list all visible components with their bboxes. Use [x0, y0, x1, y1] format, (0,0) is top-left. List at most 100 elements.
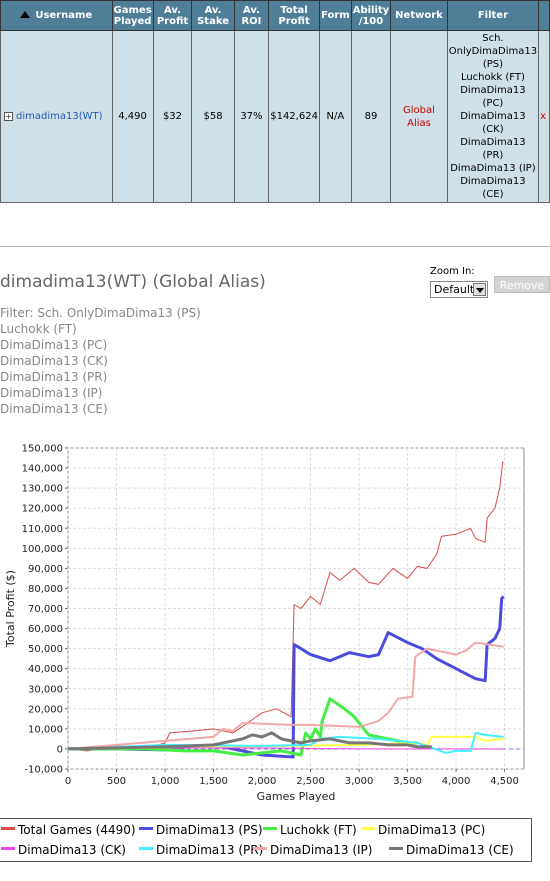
- filter-line: DimaDima13 (PR): [0, 370, 108, 384]
- stats-table: Username Games Played Av. Profit Av. Sta…: [0, 0, 550, 203]
- filter-cell-line: (CE): [482, 189, 504, 200]
- filter-cell-line: (CK): [482, 124, 504, 135]
- y-tick-label: 20,000: [28, 704, 63, 715]
- y-tick-label: 140,000: [22, 464, 63, 475]
- header-av-stake[interactable]: Av. Stake: [191, 0, 235, 31]
- av-roi-cell: 37%: [233, 30, 270, 203]
- zoom-select-value: Default: [434, 283, 475, 296]
- series-line: [67, 731, 432, 751]
- header-blank: [538, 0, 550, 31]
- legend-swatch: [263, 827, 277, 830]
- legend-swatch: [139, 827, 153, 830]
- filter-line: DimaDima13 (CK): [0, 354, 108, 368]
- filter-cell-line: DimaDima13: [460, 111, 526, 122]
- series-line: [67, 461, 504, 752]
- legend-label: DimaDima13 (PR): [156, 843, 264, 857]
- legend-item: Luchokk (FT): [263, 823, 357, 837]
- x-tick-label: 1,000: [151, 776, 180, 787]
- y-tick-label: 120,000: [22, 504, 63, 515]
- legend-item: DimaDima13 (PC): [361, 823, 485, 837]
- filter-cell-line: OnlyDimaDima13: [448, 46, 538, 57]
- series-line: [68, 697, 418, 757]
- y-tick-label: 80,000: [28, 584, 63, 595]
- legend-item: DimaDima13 (PS): [139, 823, 263, 837]
- filter-cell-line: Sch.: [482, 33, 504, 44]
- y-tick-label: 10,000: [28, 724, 63, 735]
- series-line: [67, 641, 504, 750]
- y-tick-label: 90,000: [28, 564, 63, 575]
- header-network[interactable]: Network: [390, 0, 448, 31]
- legend-swatch: [361, 827, 375, 830]
- legend-swatch: [139, 847, 153, 850]
- form-cell: N/A: [319, 30, 352, 203]
- x-tick-label: 2,500: [296, 776, 325, 787]
- filter-cell-line: (PC): [482, 98, 504, 109]
- y-tick-label: 0: [57, 744, 63, 755]
- header-form[interactable]: Form: [319, 0, 352, 31]
- header-total-profit[interactable]: Total Profit: [268, 0, 321, 31]
- legend-label: DimaDima13 (CK): [18, 843, 126, 857]
- legend-swatch: [389, 847, 403, 850]
- legend-swatch: [1, 827, 15, 830]
- legend-label: DimaDima13 (PC): [378, 823, 486, 837]
- filter-line: DimaDima13 (IP): [0, 386, 103, 400]
- filter-line: Filter: Sch. OnlyDimaDima13 (PS): [0, 306, 201, 320]
- legend-item: DimaDima13 (CE): [389, 843, 514, 857]
- y-tick-label: 130,000: [22, 484, 63, 495]
- legend-label: Luchokk (FT): [280, 823, 357, 837]
- legend-label: DimaDima13 (PS): [156, 823, 263, 837]
- table-row: + dimadima13(WT) 4,490 $32 $58 37% $142,6…: [0, 30, 550, 203]
- header-games-played[interactable]: Games Played: [111, 0, 154, 31]
- header-av-profit[interactable]: Av. Profit: [152, 0, 193, 31]
- y-tick-label: 50,000: [28, 644, 63, 655]
- legend-item: DimaDima13 (IP): [253, 843, 372, 857]
- legend-label: DimaDima13 (CE): [406, 843, 514, 857]
- x-tick-label: 3,500: [393, 776, 422, 787]
- series-line: [67, 731, 504, 754]
- filter-cell-line: DimaDima13 (IP): [450, 163, 536, 174]
- av-stake-cell: $58: [191, 30, 235, 203]
- filter-cell-line: (PR): [482, 150, 504, 161]
- header-av-roi[interactable]: Av. ROI: [233, 0, 270, 31]
- x-tick-label: 500: [107, 776, 126, 787]
- legend-item: Total Games (4490): [1, 823, 136, 837]
- header-row: Username Games Played Av. Profit Av. Sta…: [0, 0, 550, 31]
- filter-cell-line: DimaDima13: [460, 137, 526, 148]
- x-axis-label: Games Played: [257, 790, 336, 803]
- y-tick-label: 150,000: [22, 444, 63, 455]
- y-tick-label: 70,000: [28, 604, 63, 615]
- legend-label: Total Games (4490): [18, 823, 136, 837]
- remove-row-link[interactable]: x: [538, 30, 550, 203]
- av-profit-cell: $32: [152, 30, 193, 203]
- x-tick-label: 0: [65, 776, 71, 787]
- expand-icon[interactable]: +: [4, 111, 13, 121]
- y-tick-label: -10,000: [24, 765, 63, 776]
- profit-chart: -10,000010,00020,00030,00040,00050,00060…: [4, 444, 525, 803]
- sort-up-icon[interactable]: [20, 10, 31, 18]
- games-played-cell: 4,490: [111, 30, 154, 203]
- y-tick-label: 100,000: [22, 544, 63, 555]
- legend-swatch: [253, 847, 267, 850]
- header-username[interactable]: Username: [0, 0, 113, 31]
- section-divider: [0, 246, 550, 247]
- header-filter[interactable]: Filter: [446, 0, 540, 31]
- chart-legend: Total Games (4490) DimaDima13 (PS) Luchokk…: [0, 818, 532, 862]
- zoom-label: Zoom In:: [430, 266, 475, 277]
- header-ability[interactable]: Ability /100: [350, 0, 392, 31]
- x-tick-label: 4,000: [442, 776, 471, 787]
- x-tick-label: 1,500: [199, 776, 228, 787]
- zoom-select[interactable]: Default: [430, 281, 488, 298]
- legend-swatch: [1, 847, 15, 850]
- y-tick-label: 40,000: [28, 664, 63, 675]
- filter-line: Luchokk (FT): [0, 322, 77, 336]
- filter-cell-line: Luchokk (FT): [460, 72, 525, 83]
- y-tick-label: 30,000: [28, 684, 63, 695]
- network-link[interactable]: Global Alias: [390, 30, 448, 203]
- filter-cell-line: (PS): [482, 59, 504, 70]
- x-tick-label: 3,000: [345, 776, 374, 787]
- legend-item: DimaDima13 (PR): [139, 843, 263, 857]
- chevron-down-icon[interactable]: [473, 283, 486, 296]
- filter-cell: Sch. OnlyDimaDima13 (PS) Luchokk (FT) DimaDi…: [446, 30, 540, 203]
- remove-button[interactable]: Remove: [494, 276, 550, 293]
- username-link[interactable]: dimadima13(WT): [16, 111, 103, 122]
